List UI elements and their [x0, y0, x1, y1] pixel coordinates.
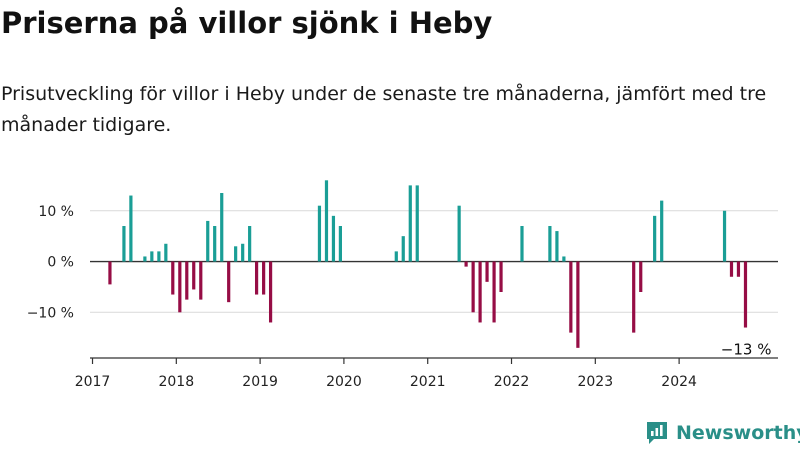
x-tick-label: 2022	[494, 374, 530, 390]
bar-positive	[408, 185, 412, 262]
x-tick-label: 2019	[242, 374, 278, 390]
bar-negative	[192, 261, 196, 290]
bar-negative	[743, 261, 748, 328]
bar-positive	[248, 226, 252, 262]
bar-positive	[338, 226, 342, 262]
bar-positive	[415, 185, 419, 262]
bar-negative	[268, 261, 273, 323]
annotations: −13 %	[721, 341, 772, 359]
bar-positive	[234, 246, 238, 262]
bar-positive	[213, 226, 217, 262]
bar-positive	[164, 243, 168, 262]
bar-positive	[122, 226, 126, 262]
bar-positive	[241, 243, 245, 262]
y-tick-label: 0 %	[47, 255, 74, 271]
bar-negative	[729, 261, 734, 277]
bars	[108, 180, 748, 348]
y-tick-label: 10 %	[38, 204, 74, 220]
bar-positive	[157, 251, 161, 262]
bar-positive	[129, 195, 133, 262]
bar-negative	[632, 261, 636, 333]
bar-negative	[199, 261, 203, 300]
bar-negative	[108, 261, 112, 285]
bar-positive	[220, 193, 224, 262]
bar-negative	[492, 261, 496, 323]
bar-chart: 2017 2018 2019 2020 2021 2022 2023 2024 10 % 0 %…	[27, 180, 778, 390]
bar-negative	[262, 261, 266, 295]
bar-positive	[562, 256, 566, 262]
chart-subtitle: Prisutveckling för villor i Heby under d…	[1, 83, 767, 136]
x-axis: 2017 2018 2019 2020 2021 2022 2023 2024	[75, 357, 778, 390]
bar-positive	[150, 251, 154, 262]
bar-positive	[206, 220, 210, 262]
bar-negative	[171, 261, 175, 295]
y-axis-labels: 10 % 0 % −10 %	[27, 204, 74, 322]
bar-negative	[569, 261, 573, 333]
bar-positive	[660, 200, 664, 262]
bar-positive	[143, 256, 147, 262]
bar-negative	[227, 261, 231, 303]
bar-positive	[722, 210, 727, 262]
bar-positive	[331, 215, 336, 262]
bar-positive	[520, 226, 524, 262]
bar-negative	[478, 261, 482, 323]
bar-positive	[457, 205, 461, 262]
bar-positive	[653, 215, 657, 262]
bar-negative	[178, 261, 182, 313]
y-tick-label: −10 %	[27, 305, 74, 321]
bar-positive	[324, 180, 329, 262]
bar-positive	[401, 236, 405, 262]
chart-title: Priserna på villor sjönk i Heby	[1, 6, 493, 40]
bar-positive	[555, 231, 559, 262]
x-tick-label: 2020	[326, 374, 362, 390]
x-tick-label: 2018	[158, 374, 194, 390]
last-value-annotation: −13 %	[721, 341, 772, 359]
x-tick-label: 2024	[661, 374, 697, 390]
bar-negative	[736, 261, 741, 277]
bar-positive	[394, 251, 398, 262]
x-tick-label: 2023	[577, 374, 613, 390]
bar-negative	[499, 261, 503, 292]
bar-negative	[485, 261, 489, 282]
bar-positive	[317, 205, 322, 262]
bar-negative	[185, 261, 189, 300]
bar-negative	[576, 261, 580, 348]
newsworthy-icon	[647, 422, 667, 444]
bar-negative	[254, 261, 259, 295]
newsworthy-logo: Newsworthy	[645, 420, 800, 446]
gridlines	[90, 210, 778, 313]
bar-negative	[639, 261, 643, 292]
brand-name: Newsworthy	[676, 422, 800, 444]
bar-negative	[471, 261, 475, 313]
bar-negative	[464, 261, 468, 267]
x-tick-label: 2017	[75, 374, 111, 390]
x-tick-label: 2021	[410, 374, 446, 390]
bar-positive	[548, 226, 552, 262]
